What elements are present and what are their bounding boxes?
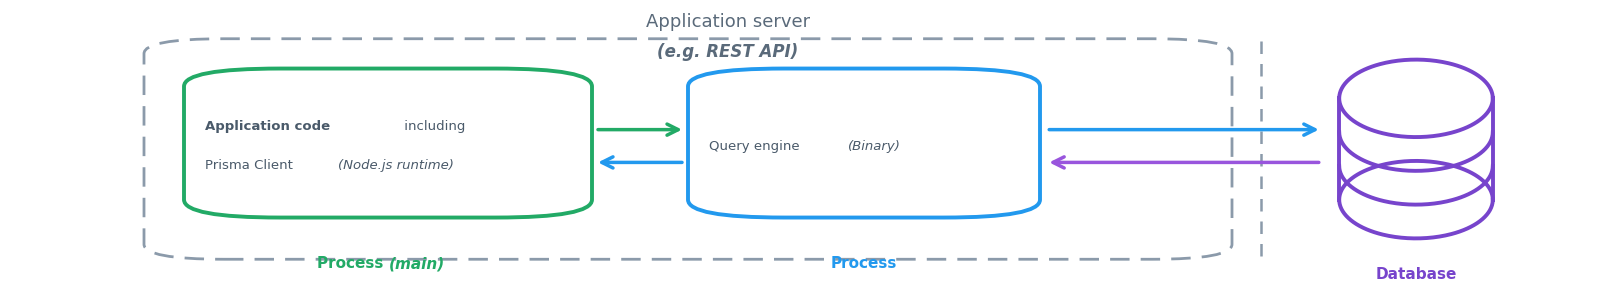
Text: Process: Process bbox=[830, 256, 898, 271]
Text: Application code: Application code bbox=[205, 120, 330, 133]
Text: including: including bbox=[400, 120, 466, 133]
Text: (Binary): (Binary) bbox=[848, 139, 901, 153]
Text: Database: Database bbox=[1376, 267, 1456, 282]
Text: (e.g. REST API): (e.g. REST API) bbox=[658, 43, 798, 61]
Text: (main): (main) bbox=[389, 256, 445, 271]
Text: (Node.js runtime): (Node.js runtime) bbox=[338, 159, 453, 172]
Text: Process: Process bbox=[317, 256, 389, 271]
Text: Prisma Client: Prisma Client bbox=[205, 159, 298, 172]
Text: Query engine: Query engine bbox=[709, 139, 803, 153]
Text: Application server: Application server bbox=[646, 13, 810, 31]
